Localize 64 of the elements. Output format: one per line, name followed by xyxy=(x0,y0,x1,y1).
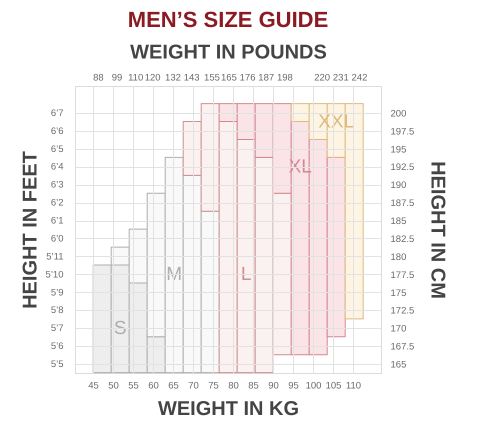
x2-tick-label: 120 xyxy=(144,72,161,84)
category-label: 5’6 xyxy=(50,341,64,352)
category-label: 5’8 xyxy=(50,305,64,316)
category-label: 6’4 xyxy=(50,162,64,173)
x2-tick-label: 99 xyxy=(112,72,122,84)
y-tick-label: 185 xyxy=(390,216,406,228)
x-tick-label: 60 xyxy=(148,380,159,392)
x-tick-label: 105 xyxy=(326,380,342,392)
category-label: 5’5 xyxy=(50,359,64,370)
x2-tick-label: 143 xyxy=(184,72,200,84)
y-tick-label: 190 xyxy=(390,180,406,192)
x2-tick-label: 231 xyxy=(332,72,349,84)
y-tick-label: 165 xyxy=(390,360,406,371)
x2-tick-label: 88 xyxy=(93,72,104,84)
category-label: 6’7 xyxy=(50,108,64,119)
x2-tick-label: 220 xyxy=(314,72,330,84)
category-label: 6’1 xyxy=(50,216,64,227)
x2-tick-label: 198 xyxy=(276,72,293,84)
category-label: 5’7 xyxy=(50,323,64,334)
x-tick-label: 90 xyxy=(268,380,279,392)
x2-axis-title: WEIGHT IN POUNDS xyxy=(130,42,327,64)
series-label: L xyxy=(240,264,252,285)
category-label: 5’11 xyxy=(46,251,64,262)
chart-title: MEN’S SIZE GUIDE xyxy=(128,7,328,32)
x-tick-label: 80 xyxy=(228,380,239,392)
y-tick-label: 195 xyxy=(390,144,406,156)
category-label: 6’5 xyxy=(50,144,64,155)
x-tick-label: 55 xyxy=(128,380,139,392)
category-label: 6’0 xyxy=(50,233,64,244)
y-tick-label: 177.5 xyxy=(390,270,414,281)
x-tick-label: 75 xyxy=(208,380,219,392)
y-tick-label: 182.5 xyxy=(390,234,414,245)
x-tick-label: 95 xyxy=(288,380,299,392)
y-tick-label: 192.5 xyxy=(390,162,414,174)
x2-tick-label: 165 xyxy=(220,72,237,84)
x2-tick-label: 242 xyxy=(352,72,368,84)
category-label: 5’10 xyxy=(46,269,64,280)
x-tick-label: 100 xyxy=(306,380,322,392)
y-tick-label: 175 xyxy=(390,288,406,299)
y-tick-label: 200 xyxy=(390,108,406,120)
y-tick-label: 172.5 xyxy=(390,306,414,317)
x-tick-label: 45 xyxy=(88,380,99,392)
y-tick-label: 197.5 xyxy=(390,126,414,138)
y2-axis-title: HEIGHT IN FEET xyxy=(20,151,42,309)
y-axis-title: HEIGHT IN CM xyxy=(426,161,448,299)
x-tick-label: 65 xyxy=(168,380,179,392)
category-label: 6’3 xyxy=(50,180,64,191)
y-tick-label: 187.5 xyxy=(390,198,414,210)
y-tick-label: 167.5 xyxy=(390,342,414,353)
x2-tick-label: 155 xyxy=(204,72,220,84)
x2-tick-label: 176 xyxy=(240,72,256,84)
x2-tick-label: 132 xyxy=(165,72,181,84)
x-axis-title: WEIGHT IN KG xyxy=(158,398,300,420)
x-tick-label: 110 xyxy=(346,380,362,392)
category-label: 6’6 xyxy=(50,126,64,137)
category-label: 6’2 xyxy=(50,198,64,209)
category-label: 5’9 xyxy=(50,287,64,298)
x2-tick-label: 187 xyxy=(258,72,274,84)
y-tick-label: 180 xyxy=(390,252,406,263)
x-tick-label: 50 xyxy=(108,380,119,392)
x2-tick-label: 110 xyxy=(128,72,144,84)
x-tick-label: 85 xyxy=(248,380,259,392)
y-tick-label: 170 xyxy=(390,324,406,335)
x-tick-label: 70 xyxy=(188,380,199,392)
